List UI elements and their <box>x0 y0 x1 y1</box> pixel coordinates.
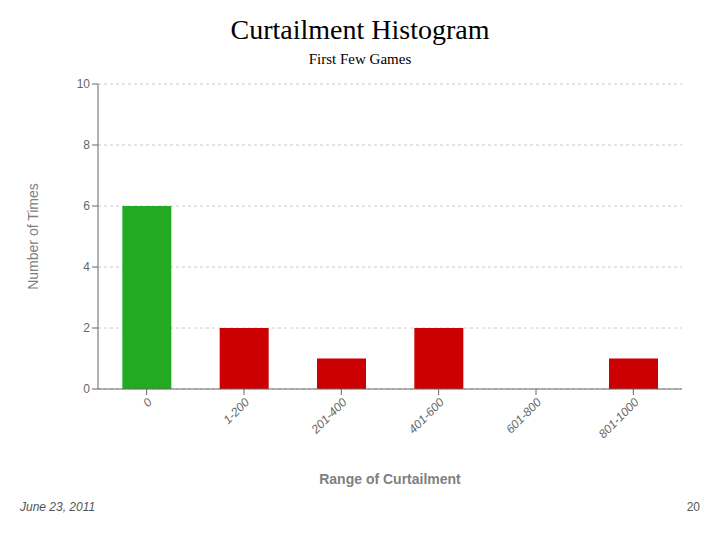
html-text:First Few Games: First Few Games <box>308 51 412 67</box>
html-text:June 23, 2011: June 23, 2011 <box>20 500 96 514</box>
svg-text:201-400: 201-400 <box>308 395 350 437</box>
svg-text:801-1000: 801-1000 <box>596 395 642 441</box>
svg-text:Number of Times: Number of Times <box>25 183 41 290</box>
svg-text:0: 0 <box>83 382 90 396</box>
html-text:Curtailment Histogram: Curtailment Histogram <box>230 14 490 45</box>
svg-text:Range of Curtailment: Range of Curtailment <box>319 471 461 487</box>
svg-text:1-200: 1-200 <box>221 395 253 427</box>
svg-text:10: 10 <box>77 77 91 91</box>
svg-text:0: 0 <box>140 395 155 410</box>
svg-text:601-800: 601-800 <box>503 395 544 436</box>
svg-text:8: 8 <box>83 138 90 152</box>
html-text:20: 20 <box>686 500 700 514</box>
svg-text:4: 4 <box>83 260 90 274</box>
svg-text:401-600: 401-600 <box>406 395 447 436</box>
svg-text:2: 2 <box>83 321 90 335</box>
svg-text:6: 6 <box>83 199 90 213</box>
